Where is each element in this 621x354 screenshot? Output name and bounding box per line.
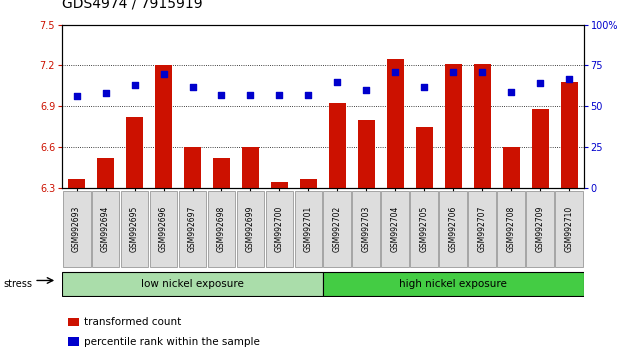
Point [217, 92, 227, 98]
Point [478, 69, 487, 75]
Text: GDS4974 / 7915919: GDS4974 / 7915919 [62, 0, 202, 11]
Point [332, 79, 342, 85]
Point [564, 76, 574, 81]
Bar [387, 59, 404, 188]
Bar [68, 179, 85, 188]
FancyBboxPatch shape [410, 191, 438, 268]
Text: GSM992698: GSM992698 [217, 206, 226, 252]
Point [101, 90, 111, 96]
Text: GSM992710: GSM992710 [564, 206, 574, 252]
Point [506, 89, 516, 95]
FancyBboxPatch shape [381, 191, 409, 268]
Bar [126, 117, 143, 188]
Text: stress: stress [3, 279, 32, 289]
FancyBboxPatch shape [179, 191, 206, 268]
Bar [532, 109, 549, 188]
FancyBboxPatch shape [237, 191, 265, 268]
Text: GSM992708: GSM992708 [507, 206, 516, 252]
Point [274, 92, 284, 98]
Text: GSM992693: GSM992693 [72, 206, 81, 252]
Text: GSM992702: GSM992702 [333, 206, 342, 252]
Bar [415, 126, 433, 188]
FancyBboxPatch shape [468, 191, 496, 268]
Point [304, 92, 314, 98]
Text: GSM992703: GSM992703 [362, 206, 371, 252]
FancyBboxPatch shape [63, 191, 91, 268]
FancyBboxPatch shape [207, 191, 235, 268]
Point [535, 81, 545, 86]
Point [158, 71, 168, 76]
Bar [242, 147, 259, 188]
Text: percentile rank within the sample: percentile rank within the sample [84, 337, 260, 347]
FancyBboxPatch shape [527, 191, 554, 268]
FancyBboxPatch shape [555, 191, 583, 268]
FancyBboxPatch shape [324, 191, 351, 268]
Bar [155, 65, 172, 188]
Text: GSM992704: GSM992704 [391, 206, 400, 252]
Bar [184, 147, 201, 188]
Text: high nickel exposure: high nickel exposure [399, 279, 507, 289]
Text: low nickel exposure: low nickel exposure [141, 279, 244, 289]
FancyBboxPatch shape [323, 272, 584, 296]
Point [391, 69, 401, 75]
Bar [300, 179, 317, 188]
FancyBboxPatch shape [353, 191, 380, 268]
FancyBboxPatch shape [150, 191, 178, 268]
Text: GSM992700: GSM992700 [275, 206, 284, 252]
Bar [271, 182, 288, 188]
Text: GSM992696: GSM992696 [159, 206, 168, 252]
Point [188, 84, 197, 90]
Text: GSM992706: GSM992706 [449, 206, 458, 252]
Bar [97, 158, 114, 188]
Point [245, 92, 255, 98]
Point [448, 69, 458, 75]
Text: GSM992697: GSM992697 [188, 206, 197, 252]
FancyBboxPatch shape [62, 272, 323, 296]
Point [130, 82, 140, 88]
FancyBboxPatch shape [266, 191, 293, 268]
Text: GSM992699: GSM992699 [246, 206, 255, 252]
FancyBboxPatch shape [440, 191, 467, 268]
FancyBboxPatch shape [497, 191, 525, 268]
Bar [358, 120, 375, 188]
Bar [329, 103, 346, 188]
Bar [502, 147, 520, 188]
Bar [474, 64, 491, 188]
FancyBboxPatch shape [294, 191, 322, 268]
Text: GSM992694: GSM992694 [101, 206, 110, 252]
Point [71, 93, 81, 99]
Bar [445, 64, 462, 188]
Text: GSM992709: GSM992709 [536, 206, 545, 252]
Text: GSM992705: GSM992705 [420, 206, 429, 252]
FancyBboxPatch shape [92, 191, 119, 268]
Bar [213, 158, 230, 188]
FancyBboxPatch shape [120, 191, 148, 268]
Text: transformed count: transformed count [84, 317, 181, 327]
Point [419, 84, 429, 90]
Text: GSM992695: GSM992695 [130, 206, 139, 252]
Point [361, 87, 371, 93]
Text: GSM992707: GSM992707 [478, 206, 487, 252]
Text: GSM992701: GSM992701 [304, 206, 313, 252]
Bar [561, 82, 578, 188]
